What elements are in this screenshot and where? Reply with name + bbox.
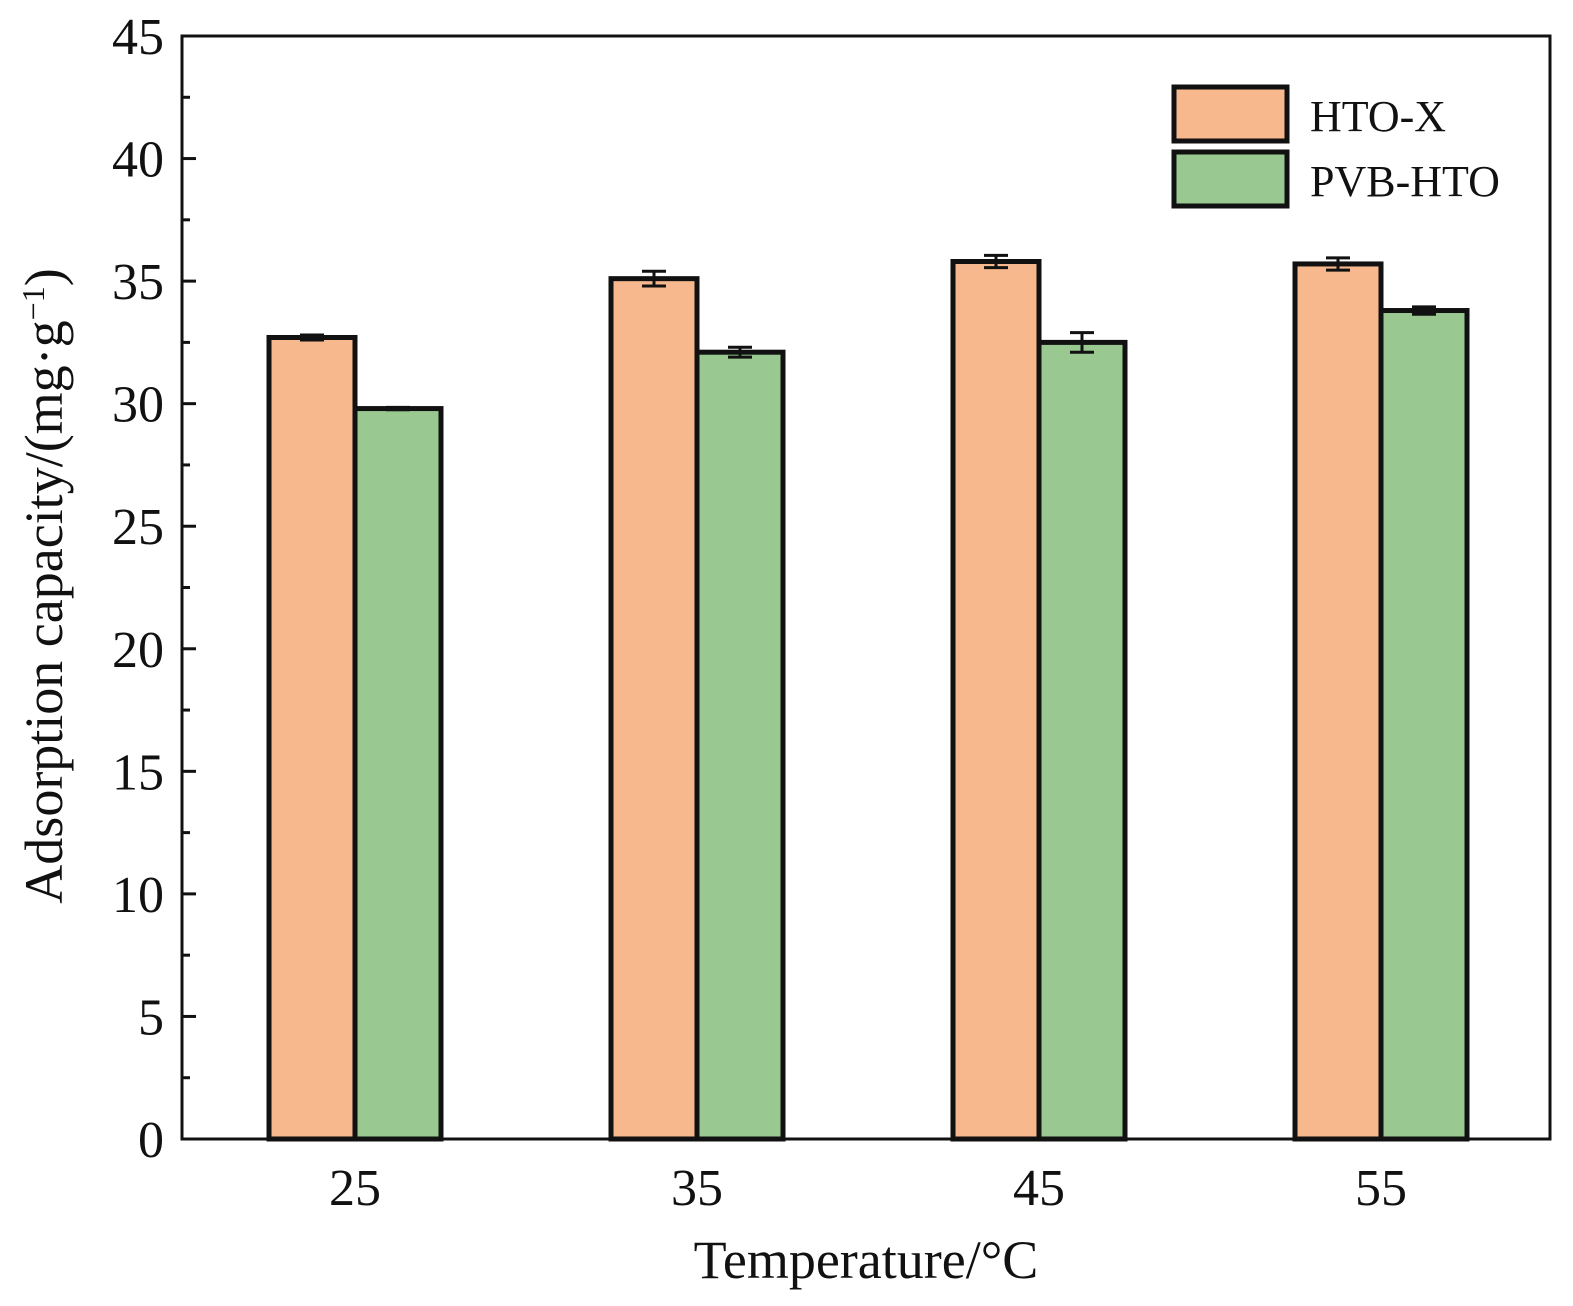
x-tick-label: 35 (671, 1160, 723, 1217)
y-tick-label: 0 (138, 1112, 164, 1169)
legend-label-hto-x: HTO-X (1310, 92, 1446, 141)
error-bar-pvb-hto-55 (1412, 305, 1436, 316)
y-tick-label: 30 (112, 377, 164, 434)
x-axis: 25 35 45 55 (329, 1160, 1407, 1217)
y-tick-label: 40 (112, 132, 164, 189)
bar-hto-x-55 (1292, 261, 1384, 1142)
error-bar-hto-x-25 (300, 333, 324, 342)
y-tick-label: 15 (112, 744, 164, 801)
bar-pvb-hto-55 (1378, 308, 1470, 1142)
y-tick-label: 45 (112, 9, 164, 66)
y-tick-label: 25 (112, 499, 164, 556)
x-axis-title: Temperature/°C (694, 1230, 1039, 1290)
y-tick-label: 10 (112, 867, 164, 924)
bar-pvb-hto-35 (694, 349, 786, 1142)
legend-label-pvb-hto: PVB-HTO (1310, 157, 1500, 206)
y-tick-label: 35 (112, 254, 164, 311)
bars (266, 259, 1470, 1142)
error-bar-pvb-hto-25 (386, 405, 410, 412)
error-bar-pvb-hto-45 (1070, 331, 1094, 354)
bar-hto-x-25 (266, 334, 358, 1142)
bar-pvb-hto-25 (352, 406, 444, 1142)
error-bar-pvb-hto-35 (728, 345, 752, 359)
y-axis-title-superscript: −1 (15, 286, 51, 320)
error-bar-hto-x-35 (642, 269, 666, 288)
y-axis-title: Adsorption capacity/(mg·g−1) (14, 268, 74, 903)
y-axis: 0 5 10 15 20 25 30 35 40 45 (112, 9, 196, 1169)
error-bar-hto-x-55 (1326, 256, 1350, 272)
x-tick-label: 25 (329, 1160, 381, 1217)
legend-swatch-pvb-hto (1171, 149, 1290, 209)
legend-swatch-hto-x (1171, 84, 1290, 144)
y-tick-label: 5 (138, 989, 164, 1046)
bar-pvb-hto-45 (1036, 339, 1128, 1142)
bar-hto-x-45 (950, 259, 1042, 1142)
x-tick-label: 55 (1355, 1160, 1407, 1217)
y-axis-title-main: Adsorption capacity/(mg·g (14, 320, 74, 903)
error-bars (300, 253, 1436, 412)
legend: HTO-X PVB-HTO (1171, 84, 1500, 209)
y-tick-label: 20 (112, 622, 164, 679)
y-axis-title-close: ) (14, 268, 74, 286)
error-bar-hto-x-45 (984, 253, 1008, 270)
x-tick-label: 45 (1013, 1160, 1065, 1217)
bar-hto-x-35 (608, 276, 700, 1142)
